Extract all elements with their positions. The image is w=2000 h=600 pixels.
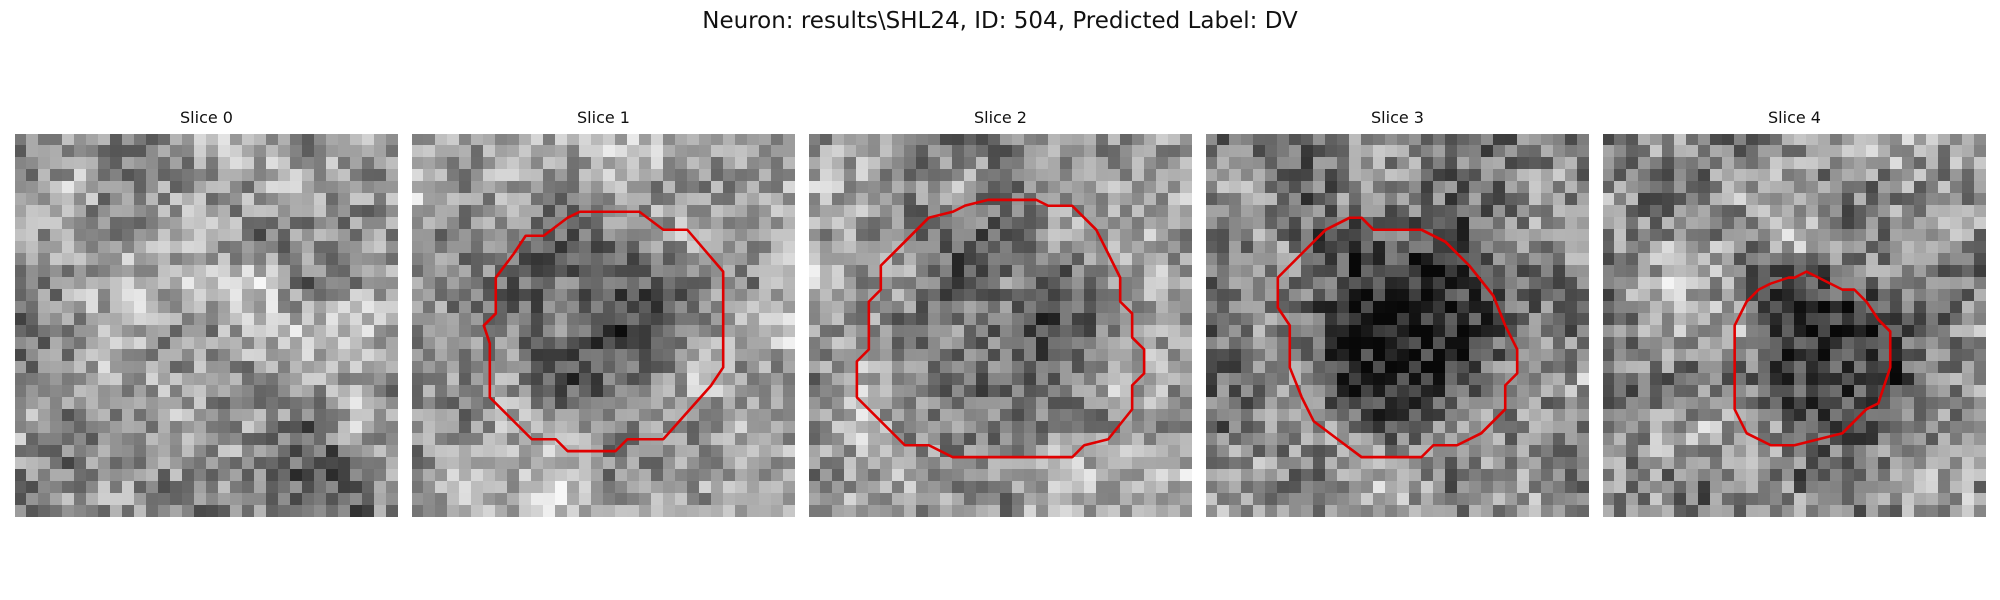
- slice-title-3: Slice 3: [1371, 108, 1424, 127]
- slice-title-0: Slice 0: [180, 108, 233, 127]
- figure-title: Neuron: results\SHL24, ID: 504, Predicte…: [702, 8, 1298, 34]
- slice-title-2: Slice 2: [974, 108, 1027, 127]
- slice-image-4: [1603, 134, 1986, 517]
- slice-image-3: [1206, 134, 1589, 517]
- slice-image-2: [809, 134, 1192, 517]
- slice-title-4: Slice 4: [1768, 108, 1821, 127]
- slice-image-1: [412, 134, 795, 517]
- slice-image-0: [15, 134, 398, 517]
- slice-title-1: Slice 1: [577, 108, 630, 127]
